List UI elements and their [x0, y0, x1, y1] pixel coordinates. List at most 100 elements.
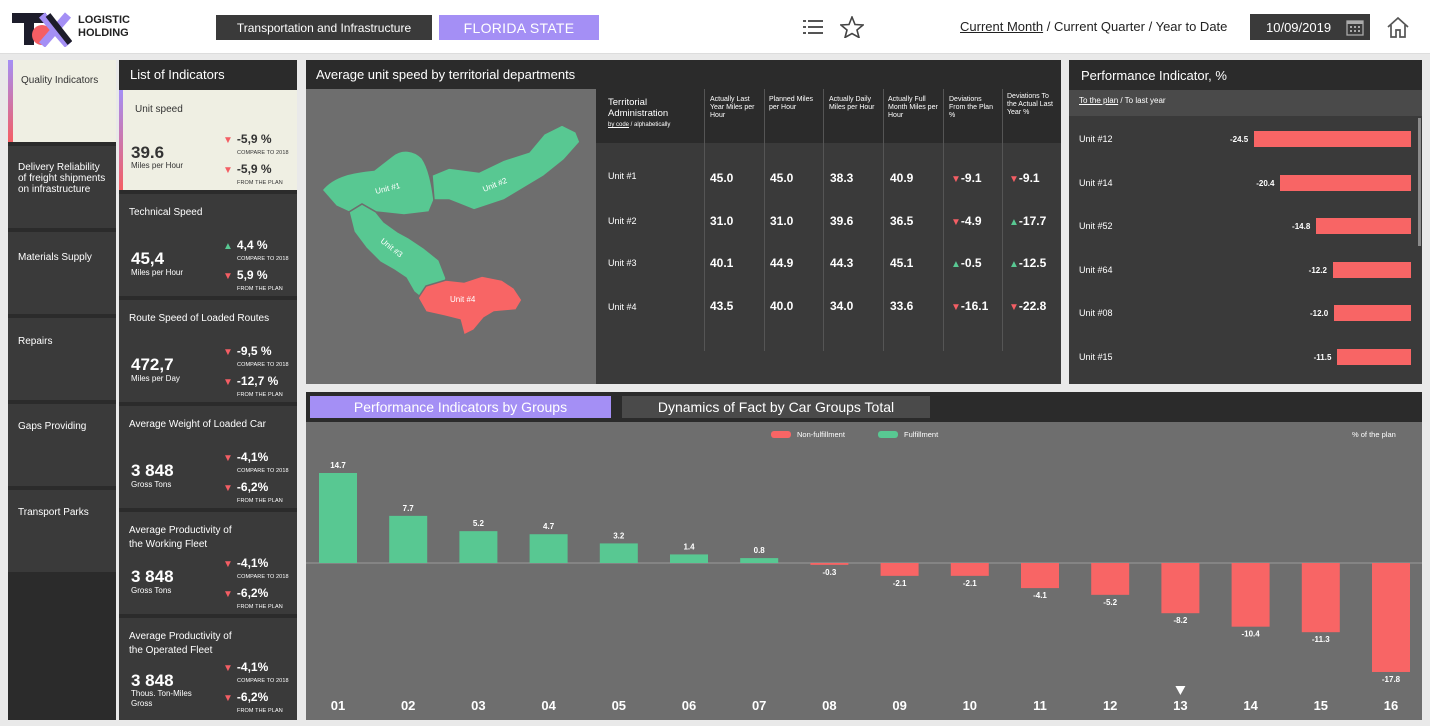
chart-data-label: 7.7 [403, 504, 415, 513]
chart-bar[interactable] [1161, 563, 1200, 614]
performance-bar[interactable] [1334, 305, 1411, 321]
chart-bar[interactable] [1231, 563, 1270, 627]
home-icon[interactable] [1386, 15, 1410, 39]
performance-panel: Performance Indicator, % To the plan / T… [1069, 60, 1422, 384]
logo-icon [12, 12, 72, 47]
chart-bar[interactable] [1021, 563, 1059, 589]
period-year-to-date[interactable]: Year to Date [1155, 19, 1228, 34]
delta-compare: ▼ -4,1% [223, 660, 268, 674]
sort-alphabetically[interactable]: alphabetically [634, 122, 671, 128]
chart-x-tick-label[interactable]: 01 [331, 698, 345, 713]
chart-bar[interactable] [740, 558, 779, 563]
tab-to-last-year[interactable]: To last year [1124, 96, 1166, 105]
chart-data-label: -0.3 [823, 568, 837, 577]
performance-header: Performance Indicator, % [1069, 60, 1422, 90]
chart-x-tick-label[interactable]: 12 [1103, 698, 1117, 713]
chart-x-tick-label[interactable]: 02 [401, 698, 415, 713]
indicator-card-productivity-operated[interactable]: Average Productivity of the Operated Fle… [119, 618, 297, 720]
chart-x-tick-label[interactable]: 10 [963, 698, 977, 713]
indicator-card-unit-speed[interactable]: Unit speed 39.6 Miles per Hour ▼ -5,9 % C… [119, 90, 297, 190]
chart-bar[interactable] [599, 543, 638, 563]
chart-x-tick-label[interactable]: 15 [1314, 698, 1328, 713]
deviation-value: -9.1 [960, 171, 982, 185]
performance-bar[interactable] [1254, 131, 1411, 147]
chart-bar[interactable] [459, 531, 498, 563]
chart-x-tick-label[interactable]: 04 [541, 698, 556, 713]
category-button[interactable]: Transportation and Infrastructure [216, 15, 432, 40]
sidebar-item-transport-parks[interactable]: Transport Parks [8, 490, 116, 572]
chart-x-tick-label[interactable]: 14 [1243, 698, 1258, 713]
territory-map: Unit #1 Unit #2 Unit #3 Unit #4 [321, 124, 581, 337]
deviation-value: -16.1 [960, 299, 989, 313]
chart-x-tick-label[interactable]: 09 [892, 698, 906, 713]
sidebar-item-delivery-reliability[interactable]: Delivery Reliability of freight shipment… [8, 146, 116, 228]
indicator-card-average-weight[interactable]: Average Weight of Loaded Car 3 848 Gross… [119, 406, 297, 508]
map-region-unit-1[interactable] [321, 150, 435, 216]
performance-bar[interactable] [1332, 261, 1411, 278]
chart-data-label: -10.4 [1241, 630, 1260, 639]
chart-bar[interactable] [1091, 563, 1130, 595]
tab-dynamics-of-fact[interactable]: Dynamics of Fact by Car Groups Total [622, 396, 930, 418]
chart-bar[interactable] [880, 563, 919, 576]
chart-x-tick-label[interactable]: 13 [1173, 698, 1187, 713]
indicator-card-technical-speed[interactable]: Technical Speed 45,4 Miles per Hour ▲ 4,4… [119, 194, 297, 296]
logo-line-1: LOGISTIC [78, 14, 130, 26]
chart-bar[interactable] [1372, 563, 1410, 672]
chart-bar[interactable] [529, 534, 568, 563]
chart-bar[interactable] [670, 554, 708, 563]
chart-x-tick-label[interactable]: 07 [752, 698, 766, 713]
down-triangle-icon: ▼ [223, 271, 233, 282]
indicator-card-productivity-working[interactable]: Average Productivity of the Working Flee… [119, 512, 297, 614]
map-region-unit-4[interactable] [417, 275, 523, 337]
tab-performance-by-groups[interactable]: Performance Indicators by Groups [310, 396, 611, 418]
down-triangle-icon: ▼ [223, 347, 233, 358]
performance-row-label: Unit #52 [1079, 221, 1113, 231]
chart-bar[interactable] [950, 563, 989, 576]
sidebar-item-repairs[interactable]: Repairs [8, 318, 116, 400]
chart-bar[interactable] [389, 515, 428, 563]
performance-bar[interactable] [1280, 174, 1411, 191]
speed-table-header [596, 89, 1061, 143]
delta-value: -6,2% [236, 480, 269, 494]
sidebar-item-quality-indicators[interactable]: Quality Indicators [8, 60, 116, 142]
tab-to-the-plan[interactable]: To the plan [1079, 96, 1119, 105]
delta-caption: FROM THE PLAN [237, 286, 283, 292]
performance-bar-value: -12.0 [1309, 309, 1329, 318]
calendar-icon[interactable] [1346, 18, 1364, 36]
sidebar-item-materials-supply[interactable]: Materials Supply [8, 232, 116, 314]
sidebar-item-label: Materials Supply [18, 252, 92, 263]
state-button[interactable]: FLORIDA STATE [439, 15, 599, 40]
list-icon[interactable] [803, 18, 823, 36]
period-current-month[interactable]: Current Month [960, 19, 1044, 34]
scrollbar[interactable] [1418, 118, 1421, 246]
table-cell: 38.3 [830, 171, 854, 185]
chart-bar[interactable] [810, 563, 849, 565]
chart-x-tick-label[interactable]: 08 [822, 698, 836, 713]
performance-title: Performance Indicator, % [1081, 67, 1227, 83]
delta-compare: ▼ -9,5 % [223, 344, 272, 358]
chart-x-tick-label[interactable]: 11 [1033, 698, 1047, 713]
star-icon[interactable] [840, 16, 864, 38]
table-cell-deviation: ▲-0.5 [951, 256, 982, 270]
legend-swatch-non-fulfillment [771, 431, 791, 438]
chart-bar[interactable] [319, 473, 357, 563]
indicator-value: 3 848 [131, 461, 174, 480]
legend-non-fulfillment: Non-fulfillment [797, 430, 845, 439]
map-region-unit-2[interactable] [431, 124, 581, 211]
period-current-quarter[interactable]: Current Quarter [1053, 19, 1145, 34]
chart-x-tick-label[interactable]: 05 [612, 698, 626, 713]
performance-bar[interactable] [1337, 348, 1411, 365]
indicator-card-route-speed[interactable]: Route Speed of Loaded Routes 472,7 Miles… [119, 300, 297, 402]
chart-x-tick-label[interactable]: 16 [1384, 698, 1398, 713]
chart-x-tick-label[interactable]: 03 [471, 698, 485, 713]
delta-value: -4,1% [236, 660, 269, 674]
chart-bar[interactable] [1301, 563, 1340, 633]
chart-data-label: -2.1 [963, 579, 977, 588]
sidebar-item-gaps-providing[interactable]: Gaps Providing [8, 404, 116, 486]
indicator-name: Average Productivity of the Working Flee… [129, 525, 232, 550]
table-cell-deviation: ▼-4.9 [951, 214, 982, 228]
performance-bar[interactable] [1316, 218, 1411, 234]
sort-by-code[interactable]: by code [608, 122, 630, 128]
sidebar: Quality Indicators Delivery Reliability … [8, 60, 116, 720]
chart-x-tick-label[interactable]: 06 [682, 698, 696, 713]
